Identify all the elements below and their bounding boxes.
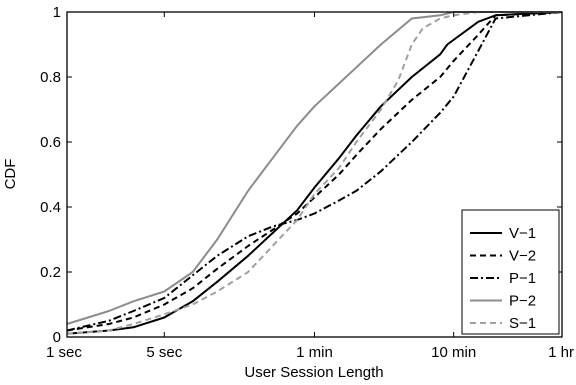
y-tick-label: 0.4: [40, 199, 61, 216]
plot-frame: [66, 11, 563, 338]
axis-ticks: 1 sec 5 sec 1 min 10 min 1 hr 0 0.2 0.4 0.6 0.8 1: [40, 4, 574, 361]
y-tick-label: 0: [53, 329, 61, 346]
x-tick-label: 10 min: [431, 344, 476, 361]
series-curves: [66, 11, 563, 335]
x-tick-label: 1 min: [296, 344, 333, 361]
series-line-2: [66, 11, 563, 332]
legend-box: [461, 209, 560, 335]
x-axis-title: User Session Length: [244, 364, 383, 381]
series-line-5: [66, 11, 562, 335]
y-tick-label: 0.8: [40, 69, 61, 86]
y-tick-label: 1: [53, 4, 61, 21]
series-line-3: [66, 11, 563, 332]
y-tick-label: 0.6: [40, 134, 61, 151]
legend-label-1: V−1: [509, 225, 536, 242]
legend-label-5: S−1: [509, 315, 536, 332]
legend: V−1 V−2 P−1 P−2 S−1: [461, 209, 560, 335]
x-tick-label: 1 hr: [548, 344, 574, 361]
legend-label-3: P−1: [509, 270, 536, 287]
x-tick-label: 1 sec: [46, 344, 82, 361]
legend-label-2: V−2: [509, 248, 536, 265]
y-axis-title: CDF: [2, 159, 19, 190]
x-tick-label: 5 sec: [146, 344, 182, 361]
series-line-4: [66, 11, 562, 325]
legend-label-4: P−2: [509, 293, 536, 310]
series-line-1: [66, 11, 563, 335]
y-tick-label: 0.2: [40, 264, 61, 281]
